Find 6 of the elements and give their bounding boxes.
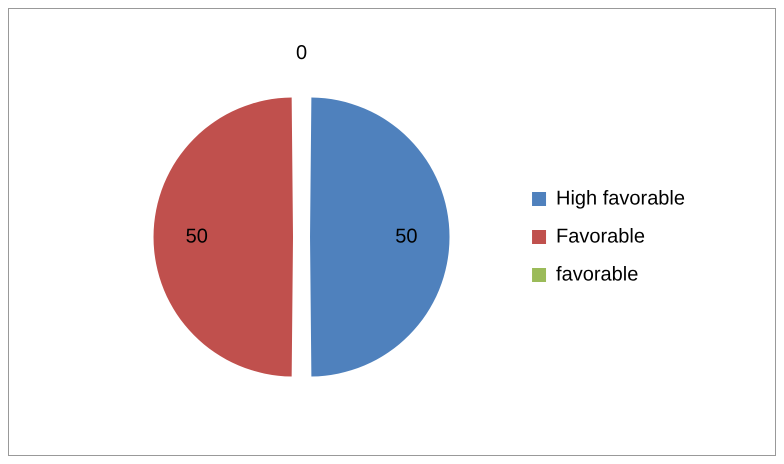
- legend-label: Favorable: [556, 226, 645, 248]
- data-label: 50: [186, 226, 208, 248]
- text: 0: [296, 42, 308, 64]
- legend-label: favorable: [556, 264, 638, 286]
- data-label: 50: [395, 226, 418, 248]
- legend-label: High favorable: [556, 188, 686, 210]
